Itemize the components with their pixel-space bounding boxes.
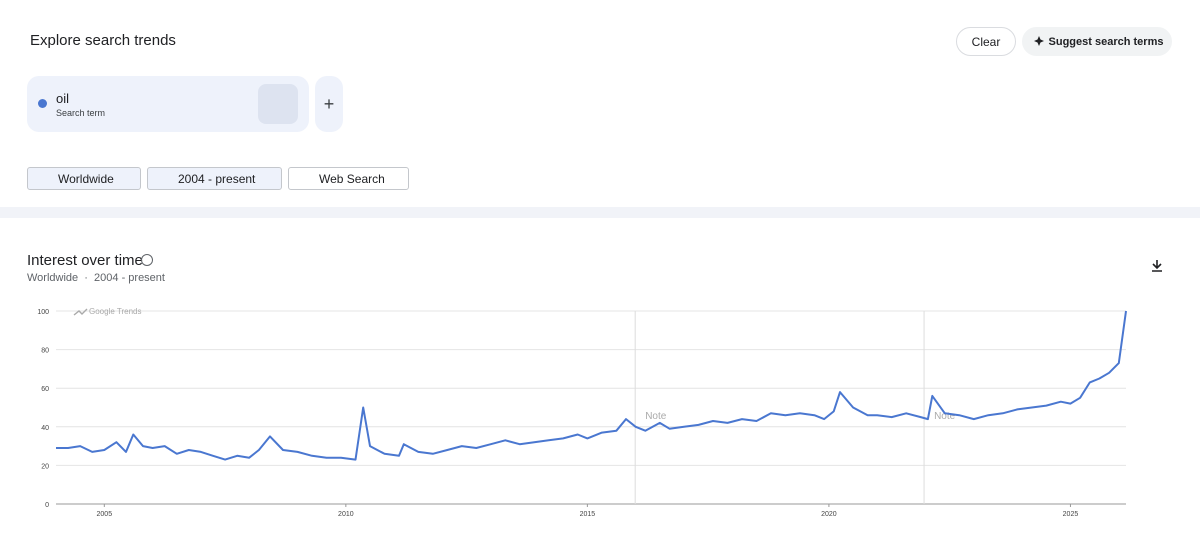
info-icon[interactable] — [141, 254, 153, 266]
x-tick-label: 2020 — [821, 511, 837, 518]
compare-icon[interactable] — [258, 84, 298, 124]
download-icon[interactable] — [1150, 259, 1164, 273]
clear-button[interactable]: Clear — [956, 27, 1016, 56]
property-filter[interactable]: Web Search — [288, 167, 409, 190]
page-title: Explore search trends — [30, 32, 176, 49]
search-sublabel: Search term — [56, 108, 106, 118]
time-filter[interactable]: 2004 - present — [147, 167, 282, 190]
y-tick-label: 20 — [41, 463, 49, 470]
x-tick-label: 2025 — [1063, 511, 1079, 518]
location-filter[interactable]: Worldwide — [27, 167, 141, 190]
watermark: Google Trends — [89, 307, 141, 316]
watermark-icon — [73, 308, 88, 316]
note-label: Note — [934, 411, 956, 422]
note-label: Note — [645, 411, 667, 422]
x-tick-label: 2010 — [338, 511, 354, 518]
suggest-icon — [1034, 36, 1044, 46]
y-tick-label: 40 — [41, 425, 49, 432]
divider — [0, 207, 1200, 218]
x-tick-label: 2015 — [580, 511, 596, 518]
chart: 0 20 40 60 80 100 2005 2010 2015 2020 2025 Note Note… — [37, 307, 1127, 518]
panel-title: Interest over time — [27, 252, 143, 269]
series-dot — [38, 99, 47, 108]
y-tick-label: 0 — [45, 502, 49, 509]
y-tick-label: 80 — [41, 348, 49, 355]
add-button[interactable]: + — [315, 76, 343, 132]
suggest-button[interactable]: Suggest search terms — [1022, 27, 1172, 56]
search-term: oil — [56, 91, 70, 106]
trend-line — [56, 310, 1127, 461]
y-tick-label: 60 — [41, 386, 49, 393]
x-tick-label: 2005 — [97, 511, 113, 518]
y-tick-label: 100 — [37, 309, 49, 316]
panel-subtitle: Worldwide · 2004 - present — [27, 272, 165, 284]
